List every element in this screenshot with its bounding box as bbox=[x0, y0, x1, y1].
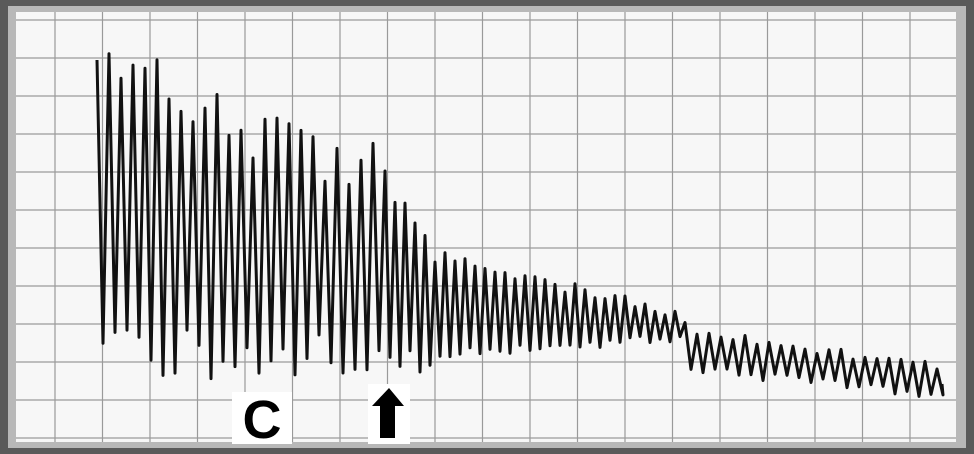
arrow bbox=[372, 388, 404, 438]
label-box bbox=[232, 392, 292, 444]
panel-label: C bbox=[243, 390, 282, 450]
trace bbox=[95, 52, 945, 398]
grid bbox=[16, 12, 956, 442]
